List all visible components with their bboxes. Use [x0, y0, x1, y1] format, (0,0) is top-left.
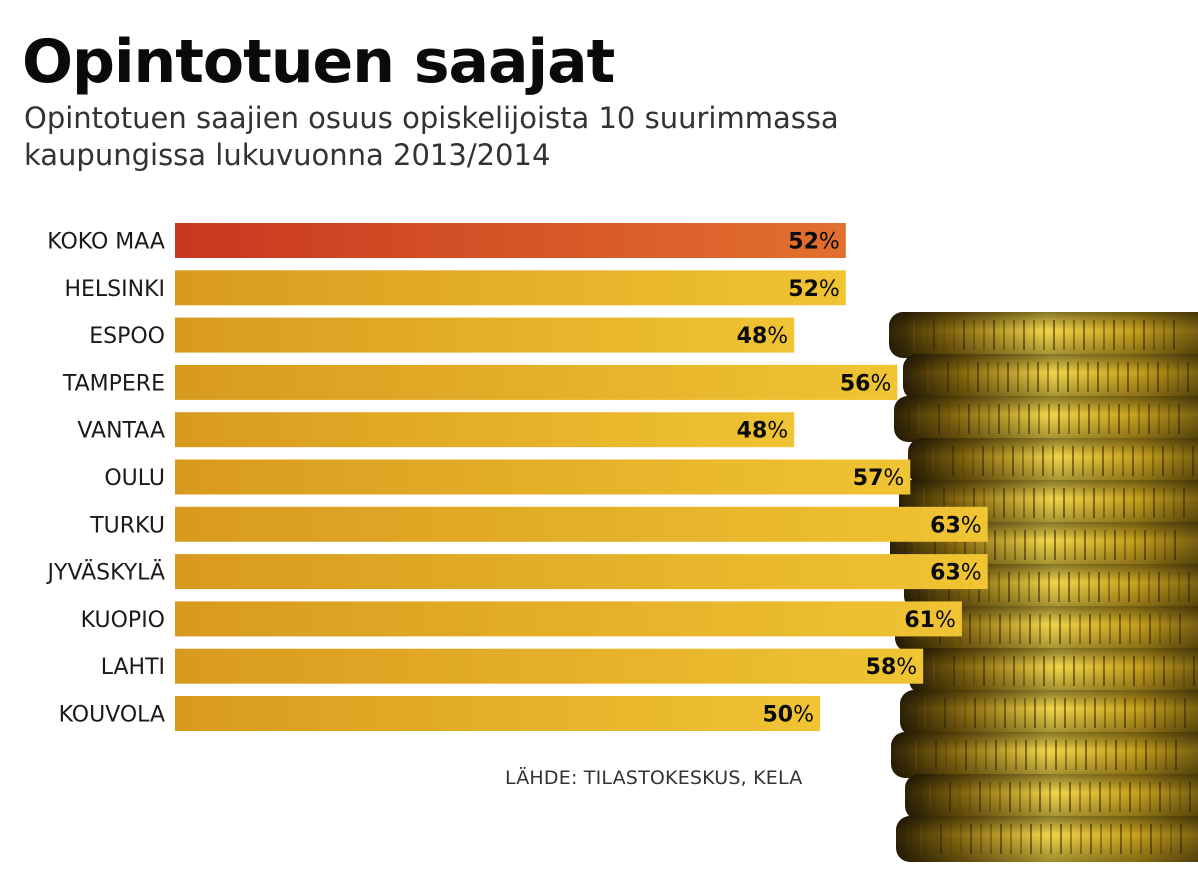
- bar: [175, 554, 988, 590]
- bar: [175, 459, 911, 495]
- bar: [175, 270, 846, 306]
- data-label: 63%: [930, 513, 982, 538]
- coin: [895, 606, 1198, 652]
- coin: [903, 354, 1198, 400]
- category-label: OULU: [104, 466, 165, 491]
- data-label: 50%: [762, 703, 814, 728]
- coin: [900, 690, 1198, 736]
- data-label: 52%: [788, 277, 840, 302]
- chart-subtitle: Opintotuen saajien osuus opiskelijoista …: [24, 101, 839, 172]
- bar: [175, 412, 795, 448]
- category-label: ESPOO: [89, 324, 165, 349]
- coin: [894, 396, 1198, 442]
- data-label: 52%: [788, 230, 840, 255]
- category-label: TURKU: [89, 513, 165, 538]
- category-label: KOKO MAA: [47, 230, 165, 255]
- coin: [909, 648, 1198, 694]
- source-note: LÄHDE: TILASTOKESKUS, KELA: [505, 767, 803, 789]
- coin: [889, 312, 1198, 358]
- data-label: 58%: [866, 655, 918, 680]
- data-label: 61%: [904, 608, 956, 633]
- data-label: 63%: [930, 561, 982, 586]
- bar: [175, 648, 924, 684]
- coin: [908, 438, 1198, 484]
- bar: [175, 601, 962, 637]
- bar: [175, 696, 820, 731]
- chart-title: Opintotuen saajat: [22, 27, 615, 97]
- bar: [175, 506, 988, 542]
- coin: [891, 732, 1198, 778]
- coin: [905, 774, 1198, 820]
- data-label: 56%: [840, 371, 892, 396]
- category-label: JYVÄSKYLÄ: [46, 560, 165, 586]
- data-label: 48%: [737, 419, 789, 444]
- category-label: HELSINKI: [64, 277, 165, 302]
- coin: [896, 816, 1198, 862]
- bar: [175, 317, 795, 353]
- bar: [175, 364, 898, 400]
- data-label: 48%: [737, 324, 789, 349]
- data-label: 57%: [853, 466, 905, 491]
- category-label: LAHTI: [101, 655, 165, 680]
- category-label: KUOPIO: [81, 608, 165, 633]
- category-label: VANTAA: [77, 419, 165, 444]
- category-label: KOUVOLA: [59, 703, 165, 728]
- bar: [175, 223, 846, 258]
- category-label: TAMPERE: [62, 371, 165, 396]
